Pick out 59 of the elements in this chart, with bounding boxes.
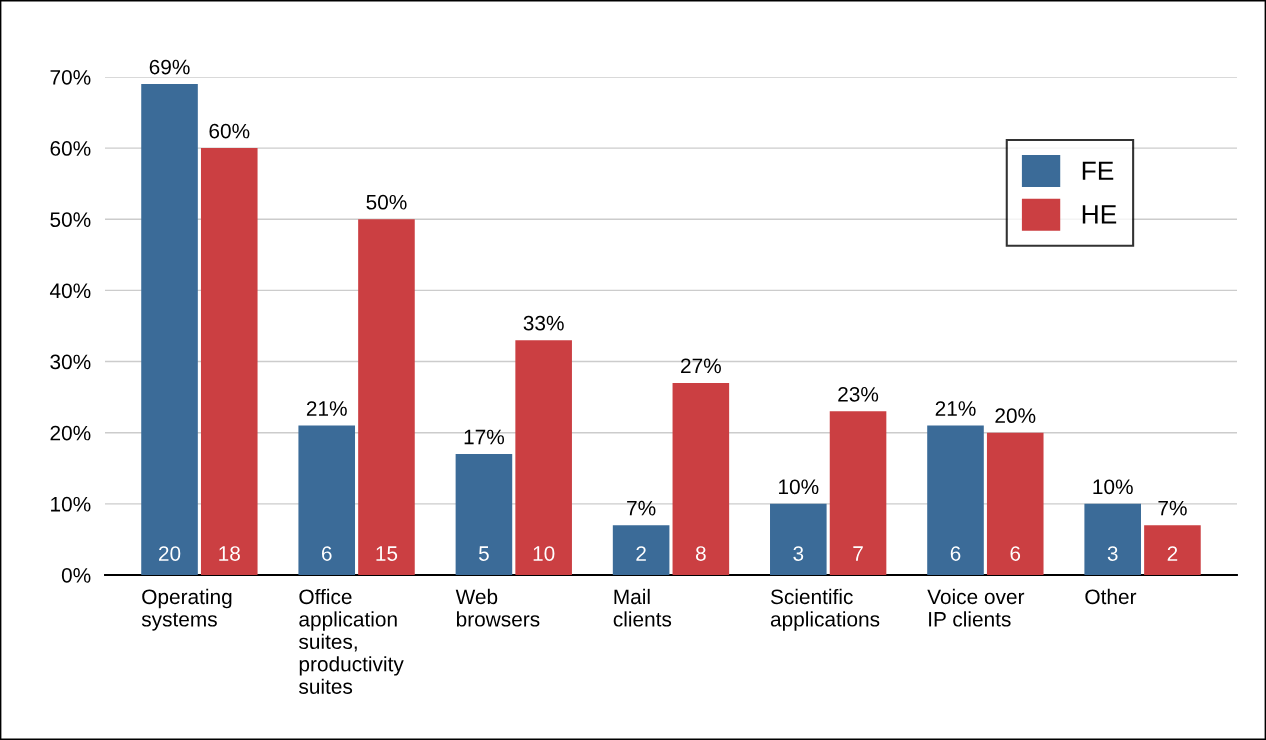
data-label: 50% bbox=[366, 194, 407, 210]
data-label: 10% bbox=[1093, 479, 1133, 495]
bar bbox=[770, 503, 827, 575]
bar bbox=[986, 432, 1044, 575]
y-tick-label: 30% bbox=[50, 354, 91, 370]
y-tick-label: 50% bbox=[50, 212, 91, 228]
data-label: 17% bbox=[464, 429, 505, 445]
y-tick-label: 60% bbox=[50, 141, 91, 156]
annotation: 20 bbox=[158, 546, 181, 561]
bar bbox=[515, 340, 572, 575]
legend-label: HE bbox=[1082, 205, 1117, 224]
x-tick-label: Scientific applications bbox=[770, 588, 880, 631]
x-tick-label: Web browsers bbox=[455, 588, 540, 627]
legend-label: FE bbox=[1082, 161, 1114, 180]
x-tick-label: Mail clients bbox=[613, 588, 672, 627]
bar bbox=[298, 425, 356, 575]
x-tick-label: Operating systems bbox=[141, 588, 232, 631]
data-label: 69% bbox=[149, 59, 190, 75]
y-tick-label: 70% bbox=[50, 69, 91, 85]
x-tick-label: Voice over IP clients bbox=[927, 588, 1025, 627]
y-tick-label: 10% bbox=[51, 496, 91, 512]
data-label: 23% bbox=[838, 386, 879, 402]
data-label: 7% bbox=[627, 500, 656, 516]
bar bbox=[829, 411, 887, 575]
data-label: 7% bbox=[1158, 500, 1187, 516]
annotation: 10 bbox=[533, 546, 555, 561]
data-label: 21% bbox=[306, 401, 347, 416]
data-label: 27% bbox=[681, 358, 721, 374]
annotation: 2 bbox=[636, 546, 646, 561]
annotation: 2 bbox=[1167, 546, 1178, 561]
bar bbox=[1144, 525, 1201, 575]
data-label: 33% bbox=[523, 315, 564, 331]
bar bbox=[358, 219, 415, 575]
bar bbox=[200, 148, 258, 575]
bar bbox=[141, 84, 198, 575]
bar bbox=[672, 382, 730, 575]
annotation: 15 bbox=[376, 546, 398, 561]
annotation: 6 bbox=[950, 546, 961, 561]
data-label: 21% bbox=[935, 401, 976, 416]
y-tick-label: 0% bbox=[61, 567, 91, 583]
bar bbox=[612, 525, 670, 575]
y-tick-label: 40% bbox=[49, 283, 91, 299]
bar bbox=[927, 425, 984, 575]
data-label: 20% bbox=[995, 408, 1036, 424]
data-label: 10% bbox=[779, 479, 819, 495]
annotation: 3 bbox=[1107, 546, 1118, 561]
annotation: 5 bbox=[478, 546, 489, 561]
annotation: 3 bbox=[793, 546, 804, 561]
y-tick-label: 20% bbox=[50, 425, 91, 441]
bar bbox=[455, 454, 513, 575]
bar bbox=[1084, 503, 1141, 575]
x-tick-label: Other bbox=[1085, 588, 1137, 605]
x-tick-label: Office application suites, productivity suites bbox=[299, 588, 404, 694]
annotation: 6 bbox=[1010, 546, 1021, 561]
annotation: 8 bbox=[695, 546, 706, 561]
annotation: 7 bbox=[853, 546, 863, 561]
data-label: 60% bbox=[209, 123, 250, 139]
annotation: 18 bbox=[219, 546, 240, 561]
annotation: 6 bbox=[321, 546, 332, 561]
